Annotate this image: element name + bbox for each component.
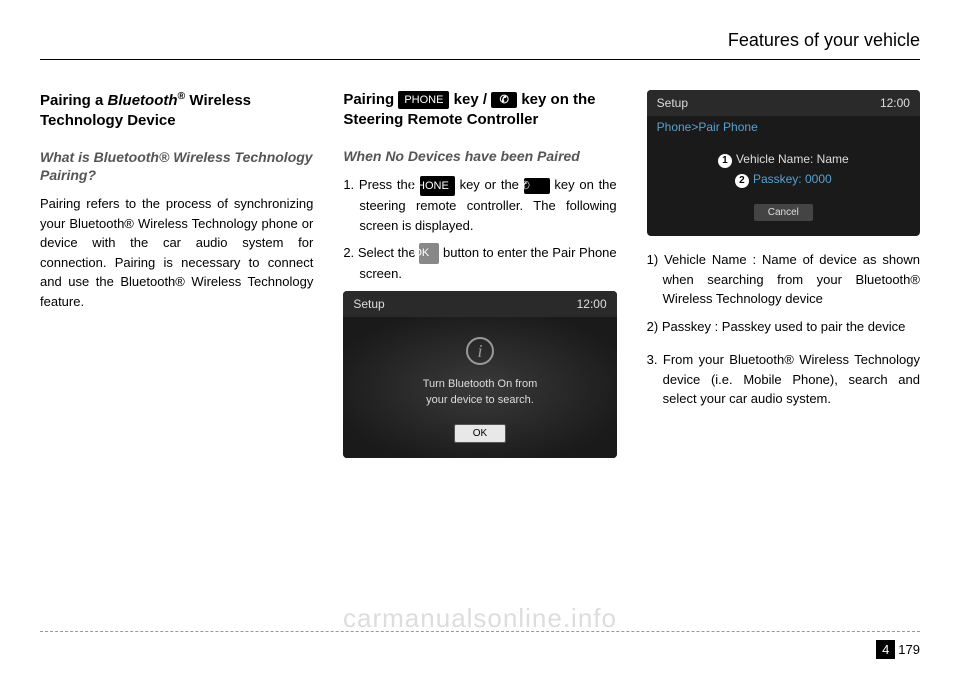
- step1-mid: key or the: [455, 177, 524, 192]
- screen-pair-phone: Setup 12:00 Phone>Pair Phone 1 Vehicle Na…: [647, 90, 920, 236]
- column-1: Pairing a Bluetooth® Wireless Technology…: [40, 90, 313, 458]
- col2-subheading: When No Devices have been Paired: [343, 147, 616, 165]
- item2-text: Passkey: 0000: [753, 172, 832, 186]
- column-2: Pairing PHONE key / key on the Steering …: [343, 90, 616, 458]
- col2-step2: 2. Select the OK button to enter the Pai…: [343, 243, 616, 283]
- screen2-body: 1 Vehicle Name: Name 2 Passkey: 0000 Cance…: [647, 138, 920, 236]
- col1-subheading: What is Bluetooth® Wireless Technology P…: [40, 148, 313, 184]
- content-columns: Pairing a Bluetooth® Wireless Technology…: [40, 90, 920, 458]
- page-number: 4179: [40, 640, 920, 659]
- page-footer: 4179: [40, 631, 920, 659]
- column-3: Setup 12:00 Phone>Pair Phone 1 Vehicle Na…: [647, 90, 920, 458]
- phone-icon-2: [524, 178, 550, 194]
- screen1-time: 12:00: [577, 297, 607, 311]
- col3-note2: 2) Passkey : Passkey used to pair the de…: [647, 317, 920, 337]
- info-icon: i: [466, 337, 494, 365]
- screen2-header: Setup 12:00: [647, 90, 920, 116]
- phone-button-label: PHONE: [398, 91, 449, 109]
- screen2-item2: 2 Passkey: 0000: [657, 172, 910, 188]
- screen-bluetooth-prompt: Setup 12:00 i Turn Bluetooth On from you…: [343, 291, 616, 458]
- step1-pre: 1. Press the: [343, 177, 419, 192]
- footer-dashed-line: [40, 631, 920, 632]
- col3-step3: 3. From your Bluetooth® Wireless Technol…: [647, 350, 920, 409]
- page-header: Features of your vehicle: [40, 30, 920, 60]
- step2-pre: 2. Select the: [343, 245, 419, 260]
- col2-title-mid: key /: [449, 91, 491, 108]
- ok-button-label: OK: [419, 243, 439, 264]
- screen2-breadcrumb: Phone>Pair Phone: [647, 116, 920, 138]
- screen2-time: 12:00: [880, 96, 910, 110]
- col1-title: Pairing a Bluetooth® Wireless Technology…: [40, 90, 313, 130]
- msg-line2: your device to search.: [426, 394, 534, 406]
- screen1-header: Setup 12:00: [343, 291, 616, 317]
- num-circle-1: 1: [718, 154, 732, 168]
- screen1-body: i Turn Bluetooth On from your device to …: [343, 317, 616, 458]
- screen2-item1: 1 Vehicle Name: Name: [657, 152, 910, 168]
- col2-title-pre: Pairing: [343, 91, 398, 108]
- msg-line1: Turn Bluetooth On from: [423, 378, 538, 390]
- phone-button-label-2: PHONE: [420, 176, 455, 197]
- chapter-number: 4: [876, 640, 895, 659]
- title-text: Pairing a: [40, 92, 108, 109]
- screen-cancel-button[interactable]: Cancel: [754, 204, 813, 221]
- screen1-setup: Setup: [353, 297, 384, 311]
- page-number-text: 179: [898, 642, 920, 657]
- phone-icon: [491, 92, 517, 108]
- item1-text: Vehicle Name: Name: [736, 152, 849, 166]
- watermark: carmanualsonline.info: [343, 603, 617, 634]
- num-circle-2: 2: [735, 174, 749, 188]
- col3-note1: 1) Vehicle Name : Name of device as show…: [647, 250, 920, 309]
- screen1-msg: Turn Bluetooth On from your device to se…: [353, 377, 606, 408]
- screen2-setup: Setup: [657, 96, 688, 110]
- col1-body: Pairing refers to the process of synchro…: [40, 194, 313, 311]
- col2-title: Pairing PHONE key / key on the Steering …: [343, 90, 616, 129]
- title-em: Bluetooth: [108, 92, 178, 109]
- col2-step1: 1. Press the PHONE key or the key on the…: [343, 175, 616, 235]
- screen-ok-button[interactable]: OK: [454, 424, 506, 443]
